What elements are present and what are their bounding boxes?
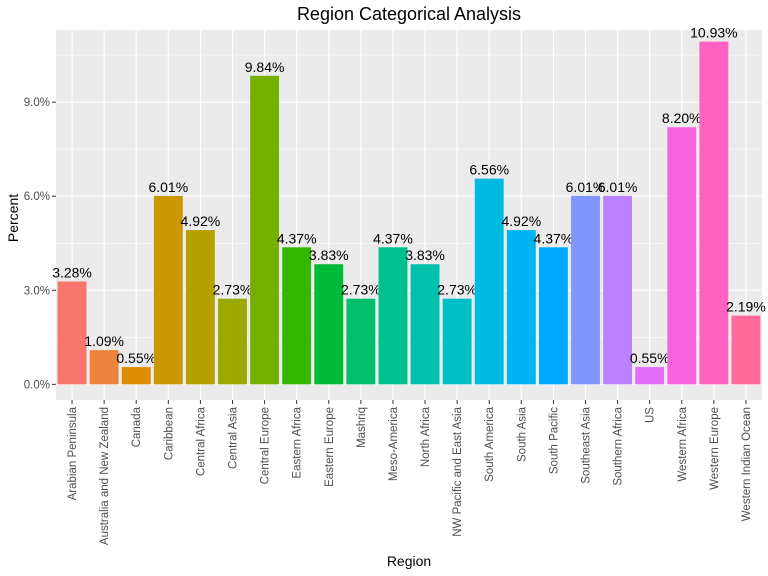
bar-value-label: 6.01% — [566, 179, 606, 195]
bar — [699, 41, 729, 385]
x-tick-label: Western Europe — [709, 407, 721, 490]
y-tick-label: 9.0% — [24, 97, 50, 109]
x-tick-label: Australia and New Zealand — [99, 407, 111, 545]
bar-value-label: 3.83% — [405, 247, 445, 263]
bar-value-label: 0.55% — [630, 350, 670, 366]
bar-value-label: 4.37% — [373, 230, 413, 246]
x-tick-label: South America — [484, 406, 496, 481]
bar-value-label: 6.01% — [148, 179, 188, 195]
x-tick-label: Arabian Peninsula — [67, 406, 79, 500]
x-tick-label: Southern Africa — [613, 406, 625, 485]
plot-panel: 0.0% 3.0% 6.0% 9.0% 3.28% Arabian Peninsula 1.… — [24, 25, 766, 545]
x-tick-label: Caribbean — [163, 407, 175, 460]
x-axis-title: Region — [387, 553, 431, 569]
y-tick-label: 0.0% — [24, 379, 50, 391]
bar — [121, 367, 151, 385]
bar-value-label: 4.92% — [181, 213, 221, 229]
y-tick-label: 3.0% — [24, 285, 50, 297]
x-tick-label: Mashriq — [356, 407, 368, 448]
bar — [250, 75, 280, 385]
x-tick-label: Western Indian Ocean — [741, 407, 753, 521]
bar-value-label: 3.83% — [309, 247, 349, 263]
x-tick-label: Eastern Europe — [324, 407, 336, 487]
bar — [346, 298, 376, 385]
bar — [410, 264, 440, 385]
bar — [153, 195, 183, 385]
bar — [185, 230, 215, 385]
chart-title: Region Categorical Analysis — [297, 4, 521, 24]
x-tick-label: Western Africa — [677, 406, 689, 481]
bar — [731, 315, 761, 385]
bar-value-label: 2.73% — [341, 282, 381, 298]
x-tick-label: Canada — [131, 406, 143, 447]
bar — [57, 281, 87, 385]
bar-value-label: 1.09% — [84, 333, 124, 349]
bar-value-label: 3.28% — [52, 264, 92, 280]
bar-value-label: 4.92% — [501, 213, 541, 229]
x-tick-label: Central Africa — [195, 406, 207, 476]
x-tick-label: Central Asia — [228, 406, 240, 469]
bar-value-label: 4.37% — [277, 230, 317, 246]
bar — [282, 247, 312, 385]
x-tick-label: Southeast Asia — [581, 406, 593, 483]
bar — [89, 350, 119, 385]
bar-value-label: 6.56% — [469, 162, 509, 178]
y-axis-title: Percent — [5, 194, 21, 242]
bar-value-label: 8.20% — [662, 110, 702, 126]
bar-value-label: 4.37% — [534, 230, 574, 246]
bar-value-label: 2.73% — [437, 282, 477, 298]
x-tick-label: NW Pacific and East Asia — [452, 406, 464, 536]
bar — [378, 247, 408, 385]
x-tick-label: North Africa — [420, 406, 432, 467]
bar — [538, 247, 568, 385]
bar — [314, 264, 344, 385]
x-tick-label: South Pacific — [548, 407, 560, 474]
x-tick-label: Central Europe — [260, 407, 272, 484]
bar-value-label: 2.19% — [726, 299, 766, 315]
bar-value-label: 9.84% — [245, 59, 285, 75]
bar-value-label: 10.93% — [690, 25, 737, 41]
bar — [218, 298, 247, 385]
bar — [506, 230, 536, 385]
bar — [474, 178, 504, 385]
bar — [667, 127, 697, 385]
bar — [442, 298, 472, 385]
y-tick-label: 6.0% — [24, 191, 50, 203]
bar — [635, 367, 665, 385]
bar — [603, 195, 633, 385]
bar-value-label: 0.55% — [116, 350, 156, 366]
bar — [571, 195, 600, 385]
x-tick-label: Eastern Africa — [292, 406, 304, 478]
x-tick-label: South Asia — [516, 406, 528, 462]
bar-value-label: 6.01% — [598, 179, 638, 195]
bar-value-label: 2.73% — [213, 282, 253, 298]
x-tick-label: Meso-America — [388, 406, 400, 481]
x-tick-label: US — [645, 407, 657, 423]
